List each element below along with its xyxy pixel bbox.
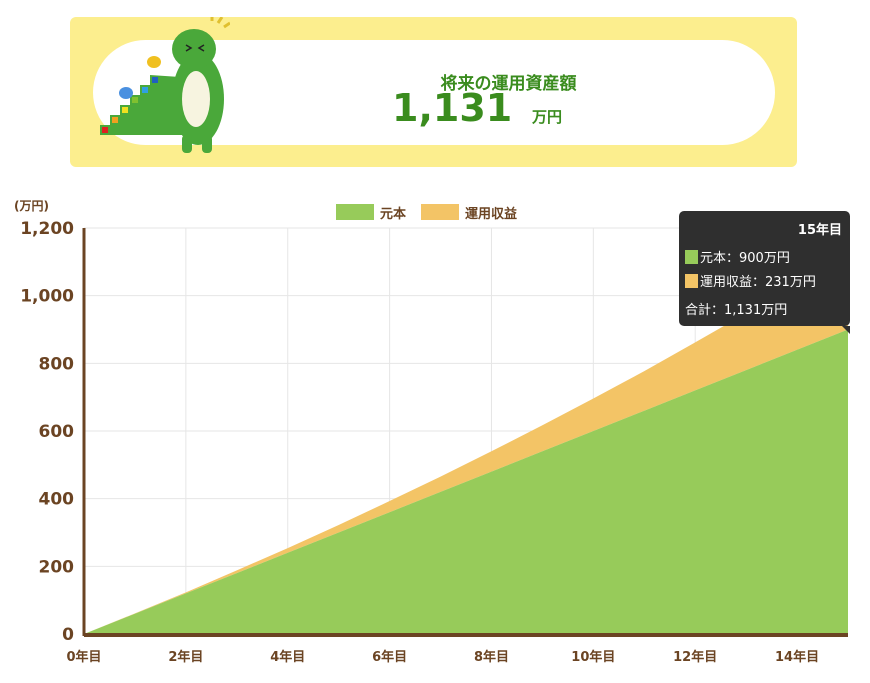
banner-unit: 万円 xyxy=(532,108,563,126)
asset-area-chart: (万円) 元本 運用収益 0 200 400 600 800 1,000 1,200 0年目 2… xyxy=(14,199,848,665)
tooltip-row-principal: 元本：900万円 xyxy=(685,247,790,266)
tooltip-profit: 運用収益：231万円 xyxy=(700,275,816,290)
crocodile-mascot-icon xyxy=(100,17,230,153)
result-banner: 将来の運用資産額 xyxy=(70,17,797,167)
x-tick-label: 14年目 xyxy=(775,649,819,665)
x-tick-label: 4年目 xyxy=(270,649,305,665)
y-tick-label: 800 xyxy=(39,354,75,374)
tooltip-swatch-principal xyxy=(685,249,698,264)
tooltip-total: 合計：1,131万円 xyxy=(685,303,788,318)
banner-title: 将来の運用資産額 xyxy=(440,74,577,94)
banner-value: 1,131 xyxy=(392,86,513,130)
y-tick-label: 1,000 xyxy=(20,287,74,307)
legend-label-profit: 運用収益 xyxy=(465,206,517,222)
x-tick-label: 8年目 xyxy=(474,649,509,665)
x-tick-label: 10年目 xyxy=(571,649,615,665)
y-axis-label: (万円) xyxy=(14,199,49,213)
tooltip-title: 15年目 xyxy=(797,223,842,238)
y-tick-label: 200 xyxy=(39,557,75,577)
y-tick-label: 400 xyxy=(39,490,75,510)
legend-label-principal: 元本 xyxy=(380,206,406,222)
tooltip-row-profit: 運用収益：231万円 xyxy=(685,271,816,290)
x-tick-label: 6年目 xyxy=(372,649,407,665)
legend-swatch-profit xyxy=(421,204,459,220)
legend-swatch-principal xyxy=(336,204,374,220)
y-tick-label: 1,200 xyxy=(20,219,74,239)
x-tick-label: 2年目 xyxy=(168,649,203,665)
area-principal xyxy=(84,329,848,634)
tooltip-swatch-profit xyxy=(685,273,698,288)
tooltip-principal: 元本：900万円 xyxy=(700,251,790,266)
x-tick-label: 0年目 xyxy=(66,649,101,665)
legend: 元本 運用収益 xyxy=(336,204,517,222)
tooltip: 15年目 元本：900万円 運用収益：231万円 合計：1,131万円 xyxy=(679,211,850,334)
y-tick-label: 0 xyxy=(62,625,74,645)
y-tick-label: 600 xyxy=(39,422,75,442)
x-tick-label: 12年目 xyxy=(673,649,717,665)
